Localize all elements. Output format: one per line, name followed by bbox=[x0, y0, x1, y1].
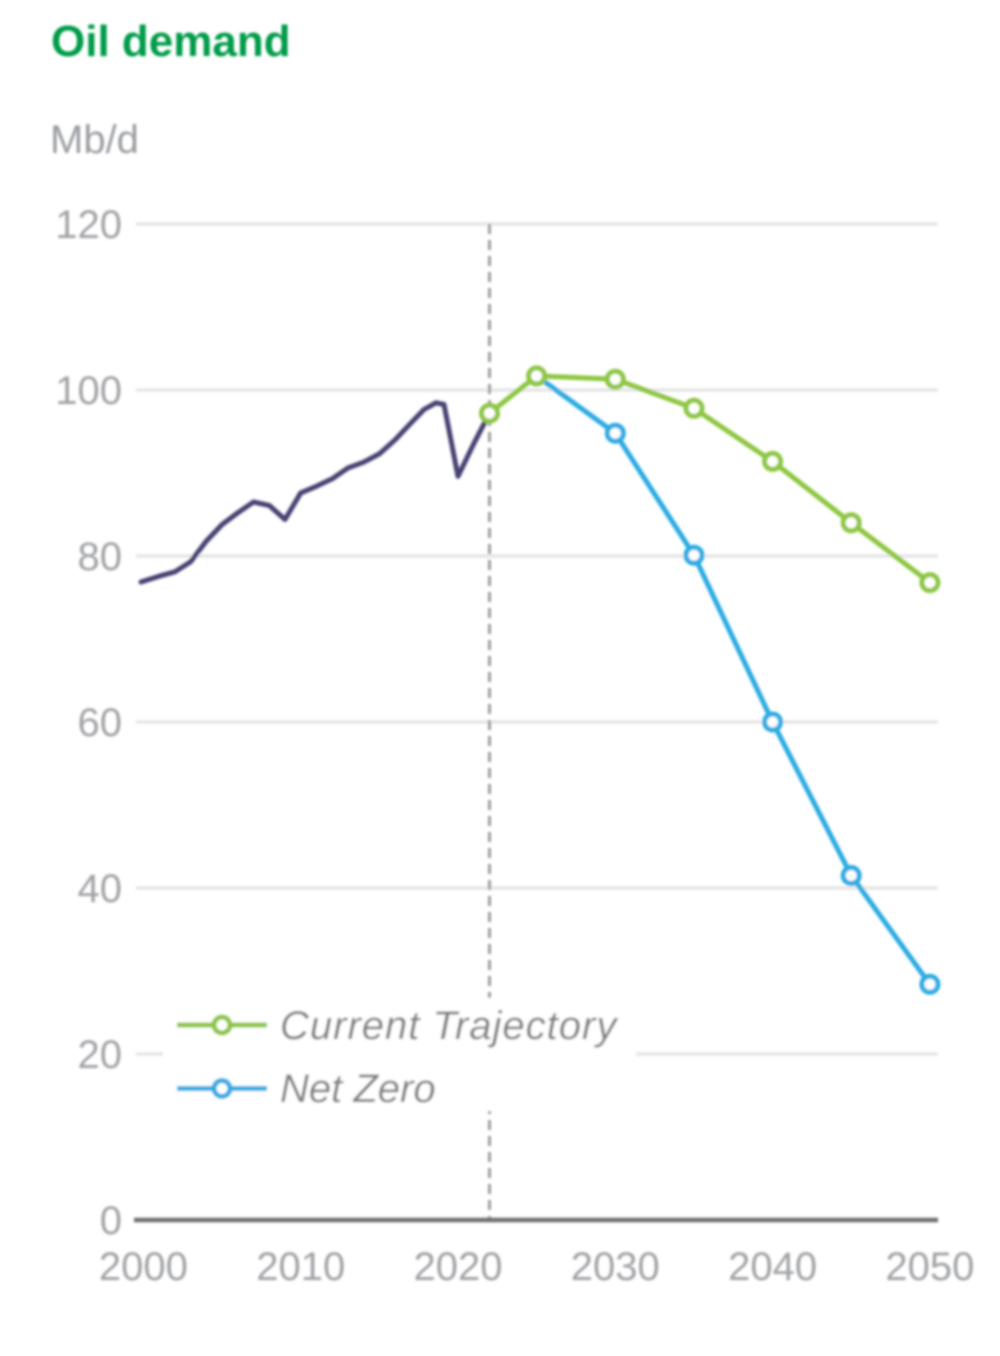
svg-text:Mb/d: Mb/d bbox=[50, 118, 139, 162]
svg-text:Oil demand: Oil demand bbox=[51, 17, 291, 66]
svg-text:60: 60 bbox=[78, 701, 123, 745]
svg-text:Current Trajectory: Current Trajectory bbox=[280, 1004, 619, 1048]
svg-text:2010: 2010 bbox=[256, 1245, 345, 1289]
svg-text:0: 0 bbox=[100, 1199, 122, 1243]
svg-text:80: 80 bbox=[78, 535, 123, 579]
svg-text:Net Zero: Net Zero bbox=[280, 1067, 436, 1111]
svg-text:120: 120 bbox=[55, 203, 122, 247]
svg-text:2050: 2050 bbox=[885, 1245, 974, 1289]
svg-text:40: 40 bbox=[78, 867, 123, 911]
svg-text:2020: 2020 bbox=[414, 1245, 503, 1289]
svg-text:100: 100 bbox=[55, 369, 122, 413]
svg-text:2040: 2040 bbox=[728, 1245, 817, 1289]
svg-text:2030: 2030 bbox=[571, 1245, 660, 1289]
svg-text:2000: 2000 bbox=[99, 1245, 188, 1289]
svg-text:20: 20 bbox=[78, 1033, 123, 1077]
